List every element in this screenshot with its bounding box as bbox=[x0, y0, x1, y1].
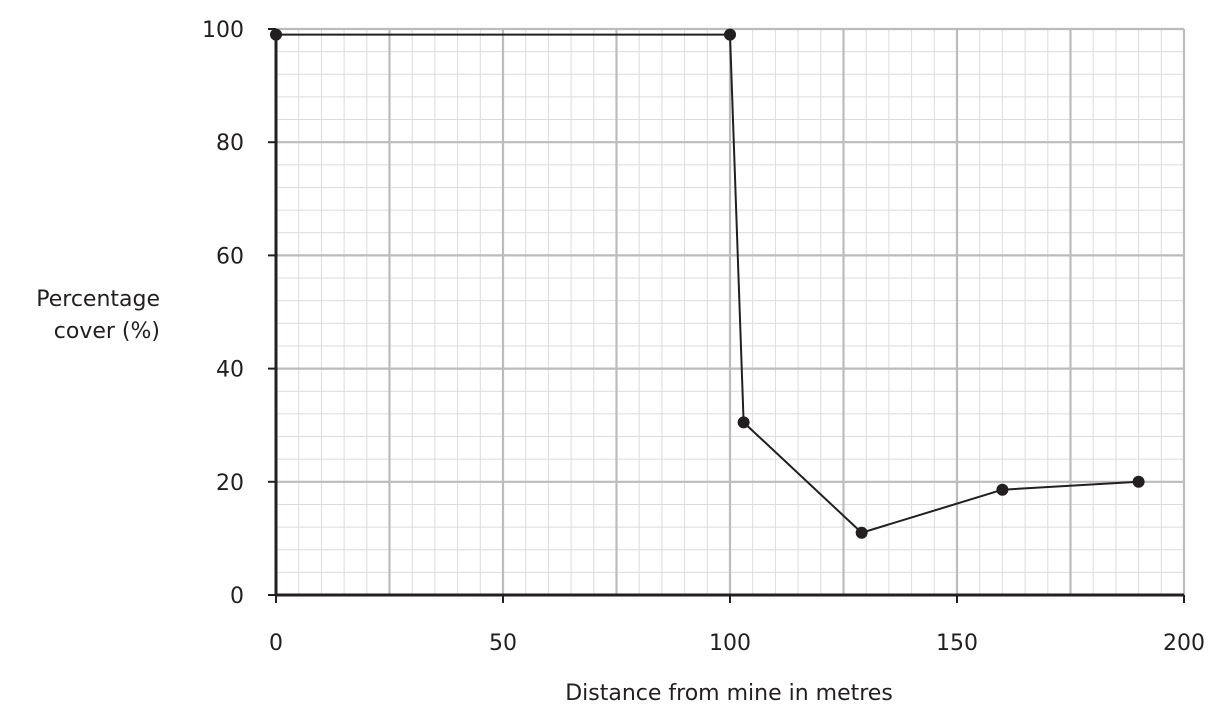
x-tick-label: 100 bbox=[709, 631, 751, 656]
y-tick-label: 80 bbox=[216, 131, 244, 156]
x-tick-label: 150 bbox=[936, 631, 978, 656]
y-axis-label-line-2: cover (%) bbox=[54, 319, 160, 344]
tick-labels: 0 50 100 150 200 0 20 40 60 80 100 bbox=[202, 18, 1205, 656]
y-tick-label: 100 bbox=[202, 18, 244, 43]
x-tick-label: 0 bbox=[269, 631, 283, 656]
y-axis-label-line-1: Percentage bbox=[36, 287, 160, 312]
data-series bbox=[270, 28, 1145, 539]
y-tick-label: 40 bbox=[216, 358, 244, 383]
x-axis-label: Distance from mine in metres bbox=[565, 681, 893, 706]
y-tick-label: 60 bbox=[216, 244, 244, 269]
x-tick-label: 50 bbox=[489, 631, 517, 656]
data-point bbox=[855, 526, 868, 539]
data-point bbox=[724, 28, 736, 41]
data-point bbox=[270, 28, 282, 41]
x-tick-label: 200 bbox=[1163, 631, 1205, 656]
series-line bbox=[276, 33, 1139, 534]
axes bbox=[268, 28, 1185, 603]
y-tick-label: 20 bbox=[216, 471, 244, 496]
data-point bbox=[1132, 475, 1145, 488]
y-tick-label: 0 bbox=[230, 584, 244, 609]
data-point bbox=[737, 416, 750, 429]
data-point bbox=[996, 483, 1009, 496]
